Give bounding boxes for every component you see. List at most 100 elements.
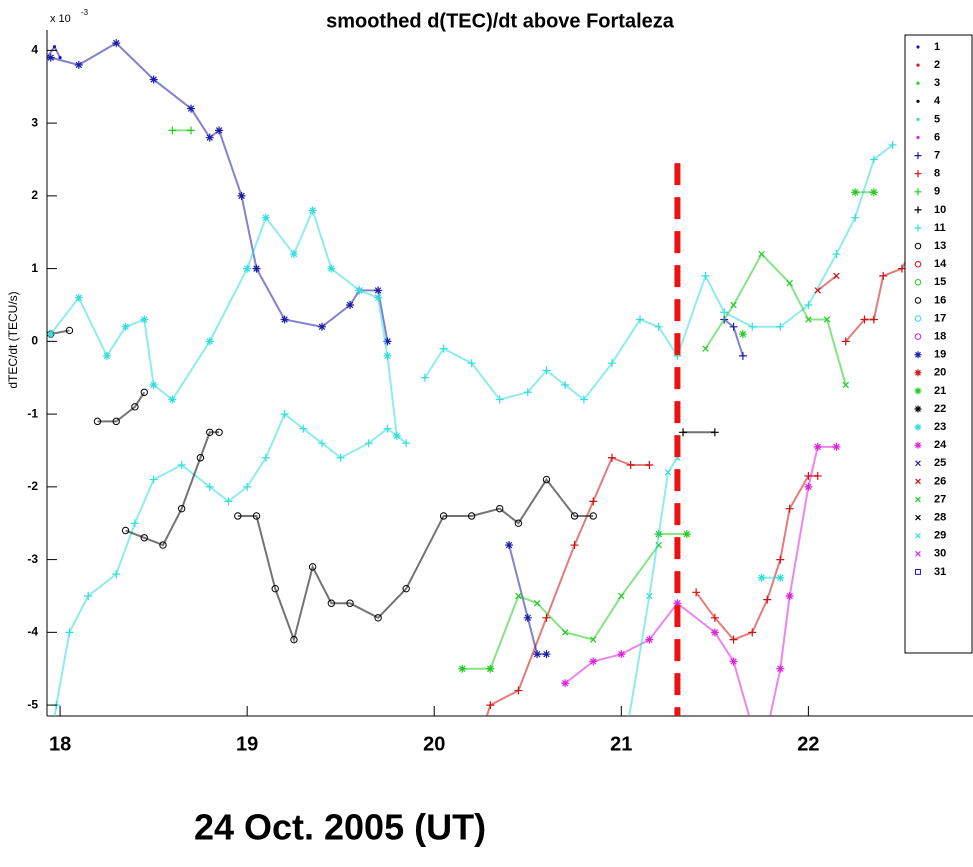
data-point — [618, 592, 625, 600]
y-tick-label: -4 — [27, 625, 38, 639]
data-point — [758, 752, 766, 760]
data-point — [505, 541, 514, 550]
data-point — [888, 140, 897, 149]
data-point — [224, 497, 233, 506]
data-point — [140, 534, 148, 542]
data-point — [205, 482, 214, 491]
data-point — [467, 512, 476, 520]
x-axis-label: 24 Oct. 2005 (UT) — [194, 807, 486, 848]
y-tick-label: -2 — [27, 479, 38, 493]
legend-marker — [915, 568, 921, 575]
y-multiplier: x 10 — [50, 13, 71, 25]
data-point — [776, 555, 785, 564]
data-point — [205, 337, 214, 346]
data-point — [383, 424, 392, 433]
legend-label: 29 — [934, 530, 946, 542]
y-tick-label: 0 — [31, 334, 38, 348]
legend-marker — [915, 514, 921, 521]
legend-marker — [914, 188, 922, 196]
x-tick-label: 20 — [423, 733, 445, 755]
data-point — [841, 337, 850, 346]
data-point — [590, 636, 597, 643]
data-point — [664, 469, 672, 476]
data-point — [327, 599, 336, 607]
data-point — [645, 461, 654, 470]
data-point — [261, 213, 270, 222]
legend-marker — [914, 297, 922, 304]
data-point — [252, 264, 261, 273]
data-point — [280, 315, 289, 324]
data-point — [495, 395, 504, 404]
data-point — [710, 613, 719, 622]
legend-label: 2 — [934, 59, 940, 71]
data-point — [280, 410, 289, 419]
data-point — [430, 723, 438, 731]
legend-label: 22 — [934, 403, 946, 415]
data-point — [523, 613, 532, 622]
series-line — [49, 207, 781, 579]
data-point — [579, 395, 588, 404]
legend-label: 30 — [934, 548, 946, 560]
legend-marker — [914, 405, 922, 413]
legend: 1234567891011131415161718192021222324252… — [904, 34, 973, 654]
y-multiplier-exponent: -3 — [81, 8, 89, 17]
y-tick-label: -5 — [27, 697, 38, 711]
data-point — [682, 530, 691, 539]
data-point — [149, 75, 158, 84]
legend-marker — [914, 279, 922, 286]
data-point — [823, 316, 831, 323]
data-point — [383, 337, 392, 346]
legend-label: 11 — [934, 222, 946, 234]
data-point — [140, 388, 148, 396]
series-line — [485, 195, 941, 716]
x-tick-label: 18 — [49, 733, 71, 755]
data-point — [346, 599, 354, 607]
data-point — [486, 701, 495, 710]
data-point — [112, 570, 121, 579]
legend-label: 25 — [934, 457, 946, 469]
data-point — [702, 345, 709, 352]
data-point — [187, 104, 196, 113]
legend-marker — [914, 206, 922, 214]
legend-marker — [916, 135, 920, 140]
data-point — [626, 461, 635, 470]
legend-marker — [916, 81, 920, 85]
x-tick-label: 22 — [797, 733, 819, 755]
data-point — [542, 366, 551, 375]
data-point — [237, 191, 246, 200]
legend-label: 18 — [934, 331, 946, 343]
data-point — [168, 395, 177, 404]
legend-marker — [914, 423, 922, 431]
data-point — [570, 541, 579, 550]
data-point — [261, 453, 270, 462]
legend-label: 20 — [934, 367, 946, 379]
data-point — [47, 53, 55, 62]
legend-label: 3 — [934, 77, 940, 89]
data-point — [149, 475, 158, 484]
data-point — [74, 60, 83, 69]
data-point — [805, 316, 812, 323]
data-point — [619, 760, 625, 766]
legend-marker — [914, 170, 922, 178]
data-point — [317, 439, 326, 448]
legend-marker — [914, 369, 922, 377]
data-point — [523, 388, 532, 397]
legend-label: 31 — [934, 566, 946, 578]
legend-marker — [914, 387, 922, 395]
data-point — [738, 351, 747, 360]
data-point — [758, 250, 765, 258]
data-point — [636, 315, 645, 324]
legend-label: 10 — [934, 204, 946, 216]
data-point — [271, 584, 279, 593]
legend-label: 23 — [934, 421, 946, 433]
data-point — [131, 403, 139, 411]
data-point — [679, 428, 688, 437]
legend-label: 19 — [934, 349, 946, 361]
data-point — [383, 351, 392, 360]
data-point — [813, 442, 822, 451]
data-point — [607, 359, 616, 368]
y-tick-label: 3 — [31, 115, 38, 129]
data-point — [514, 519, 523, 527]
legend-label: 21 — [934, 385, 946, 397]
data-point — [374, 286, 383, 295]
